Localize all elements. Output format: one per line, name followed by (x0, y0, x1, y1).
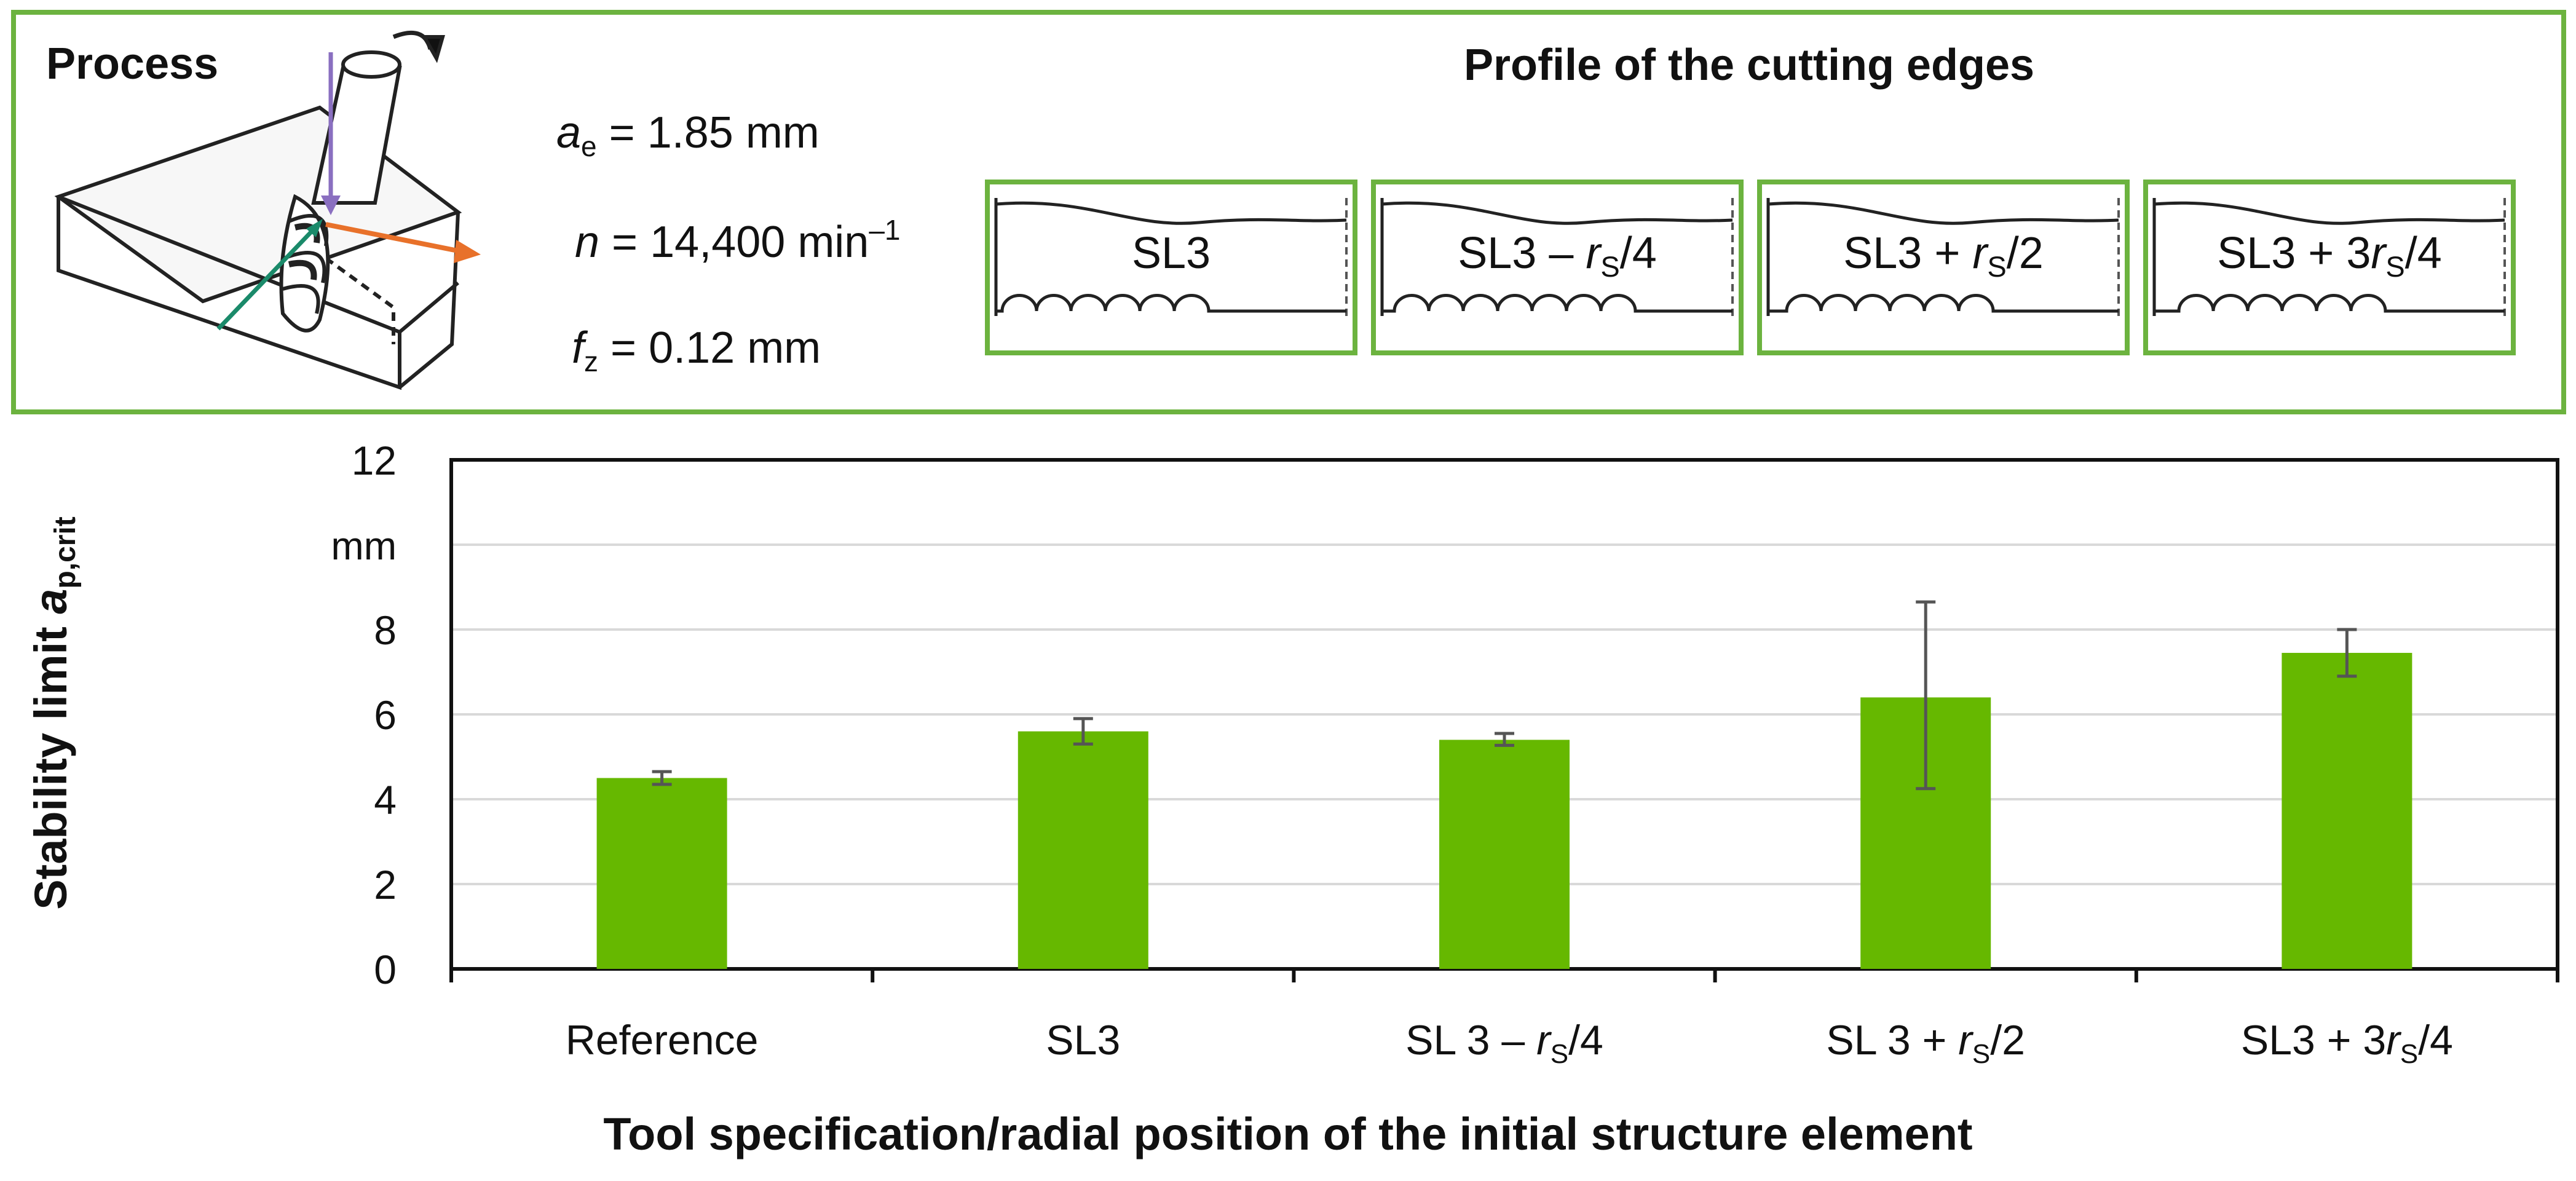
x-tick-labels: Reference SL3 SL 3 – rS/4 SL 3 + rS/2 SL3 + … (566, 1017, 2453, 1069)
profile-scallops (2154, 294, 2505, 313)
process-label: Process (46, 39, 218, 89)
profile-box: SL3 + 3rS/4 (2143, 180, 2516, 355)
x-axis-label: Tool specification/radial position of th… (603, 1108, 1972, 1159)
milling-tool-illustration (54, 30, 462, 390)
x-tick-label: Reference (566, 1017, 759, 1064)
y-tick-label: 12 (352, 438, 397, 483)
x-tick-label: SL3 (1046, 1017, 1120, 1064)
bar-chart: 0 2 4 6 8 12 mm Reference SL3 SL 3 – rS/4 SL 3 +… (25, 438, 2559, 1159)
profile-frame (985, 180, 1357, 355)
profile-label: SL3 – rS/4 (1458, 229, 1657, 283)
y-tick-label: 8 (374, 607, 397, 653)
y-axis-label: Stability limit ap,crit (25, 516, 82, 910)
bar (1439, 740, 1570, 969)
y-tick-label: 0 (374, 947, 397, 992)
x-tick-label: SL3 + 3rS/4 (2241, 1017, 2453, 1069)
y-tick-label: 4 (374, 777, 397, 823)
profile-outer-edge (1768, 201, 2119, 225)
profile-frame (1757, 180, 2130, 355)
y-tick-labels: 0 2 4 6 8 12 (352, 438, 397, 992)
y-tick-label: 6 (374, 692, 397, 738)
profile-box: SL3 + rS/2 (1757, 180, 2130, 355)
param-fz: fz = 0.12 mm (572, 323, 821, 377)
profile-scallops (1768, 294, 2119, 313)
profile-title: Profile of the cutting edges (1464, 41, 2034, 90)
profile-outer-edge (1381, 201, 1733, 225)
profile-outer-edge (2154, 201, 2505, 225)
profile-label: SL3 + 3rS/4 (2217, 229, 2442, 283)
x-tick-label: SL 3 + rS/2 (1826, 1017, 2025, 1069)
profile-scallops (996, 294, 1346, 313)
bars (596, 652, 2412, 969)
y-axis-unit: mm (331, 524, 397, 568)
profile-label: SL3 + rS/2 (1843, 229, 2044, 283)
x-tick-label: SL 3 – rS/4 (1405, 1017, 1603, 1069)
profile-box: SL3 (985, 180, 1357, 355)
error-bars (652, 600, 2357, 791)
normal-arrow-icon (216, 224, 318, 331)
profile-frame (2143, 180, 2516, 355)
param-ae: ae = 1.85 mm (556, 108, 820, 162)
x-tick-marks (449, 969, 2559, 982)
profile-outer-edge (995, 201, 1347, 225)
param-n: n = 14,400 min–1 (575, 214, 901, 267)
feed-arrowhead-icon (321, 196, 341, 215)
profile-group: SL3 SL3 – rS/4 SL3 + rS/2 SL3 + 3rS/4 (985, 180, 2516, 355)
bar (1017, 731, 1148, 969)
profile-frame (1371, 180, 1744, 355)
profile-box: SL3 – rS/4 (1371, 180, 1744, 355)
bar (596, 778, 727, 969)
y-tick-label: 2 (374, 862, 397, 907)
cut-arrowhead-icon (454, 240, 481, 263)
normal-arrowhead-icon (306, 219, 323, 237)
profile-scallops (1382, 294, 1732, 313)
profile-label: SL3 (1132, 229, 1211, 278)
bar (2282, 652, 2412, 969)
cut-arrow-icon (325, 222, 465, 255)
